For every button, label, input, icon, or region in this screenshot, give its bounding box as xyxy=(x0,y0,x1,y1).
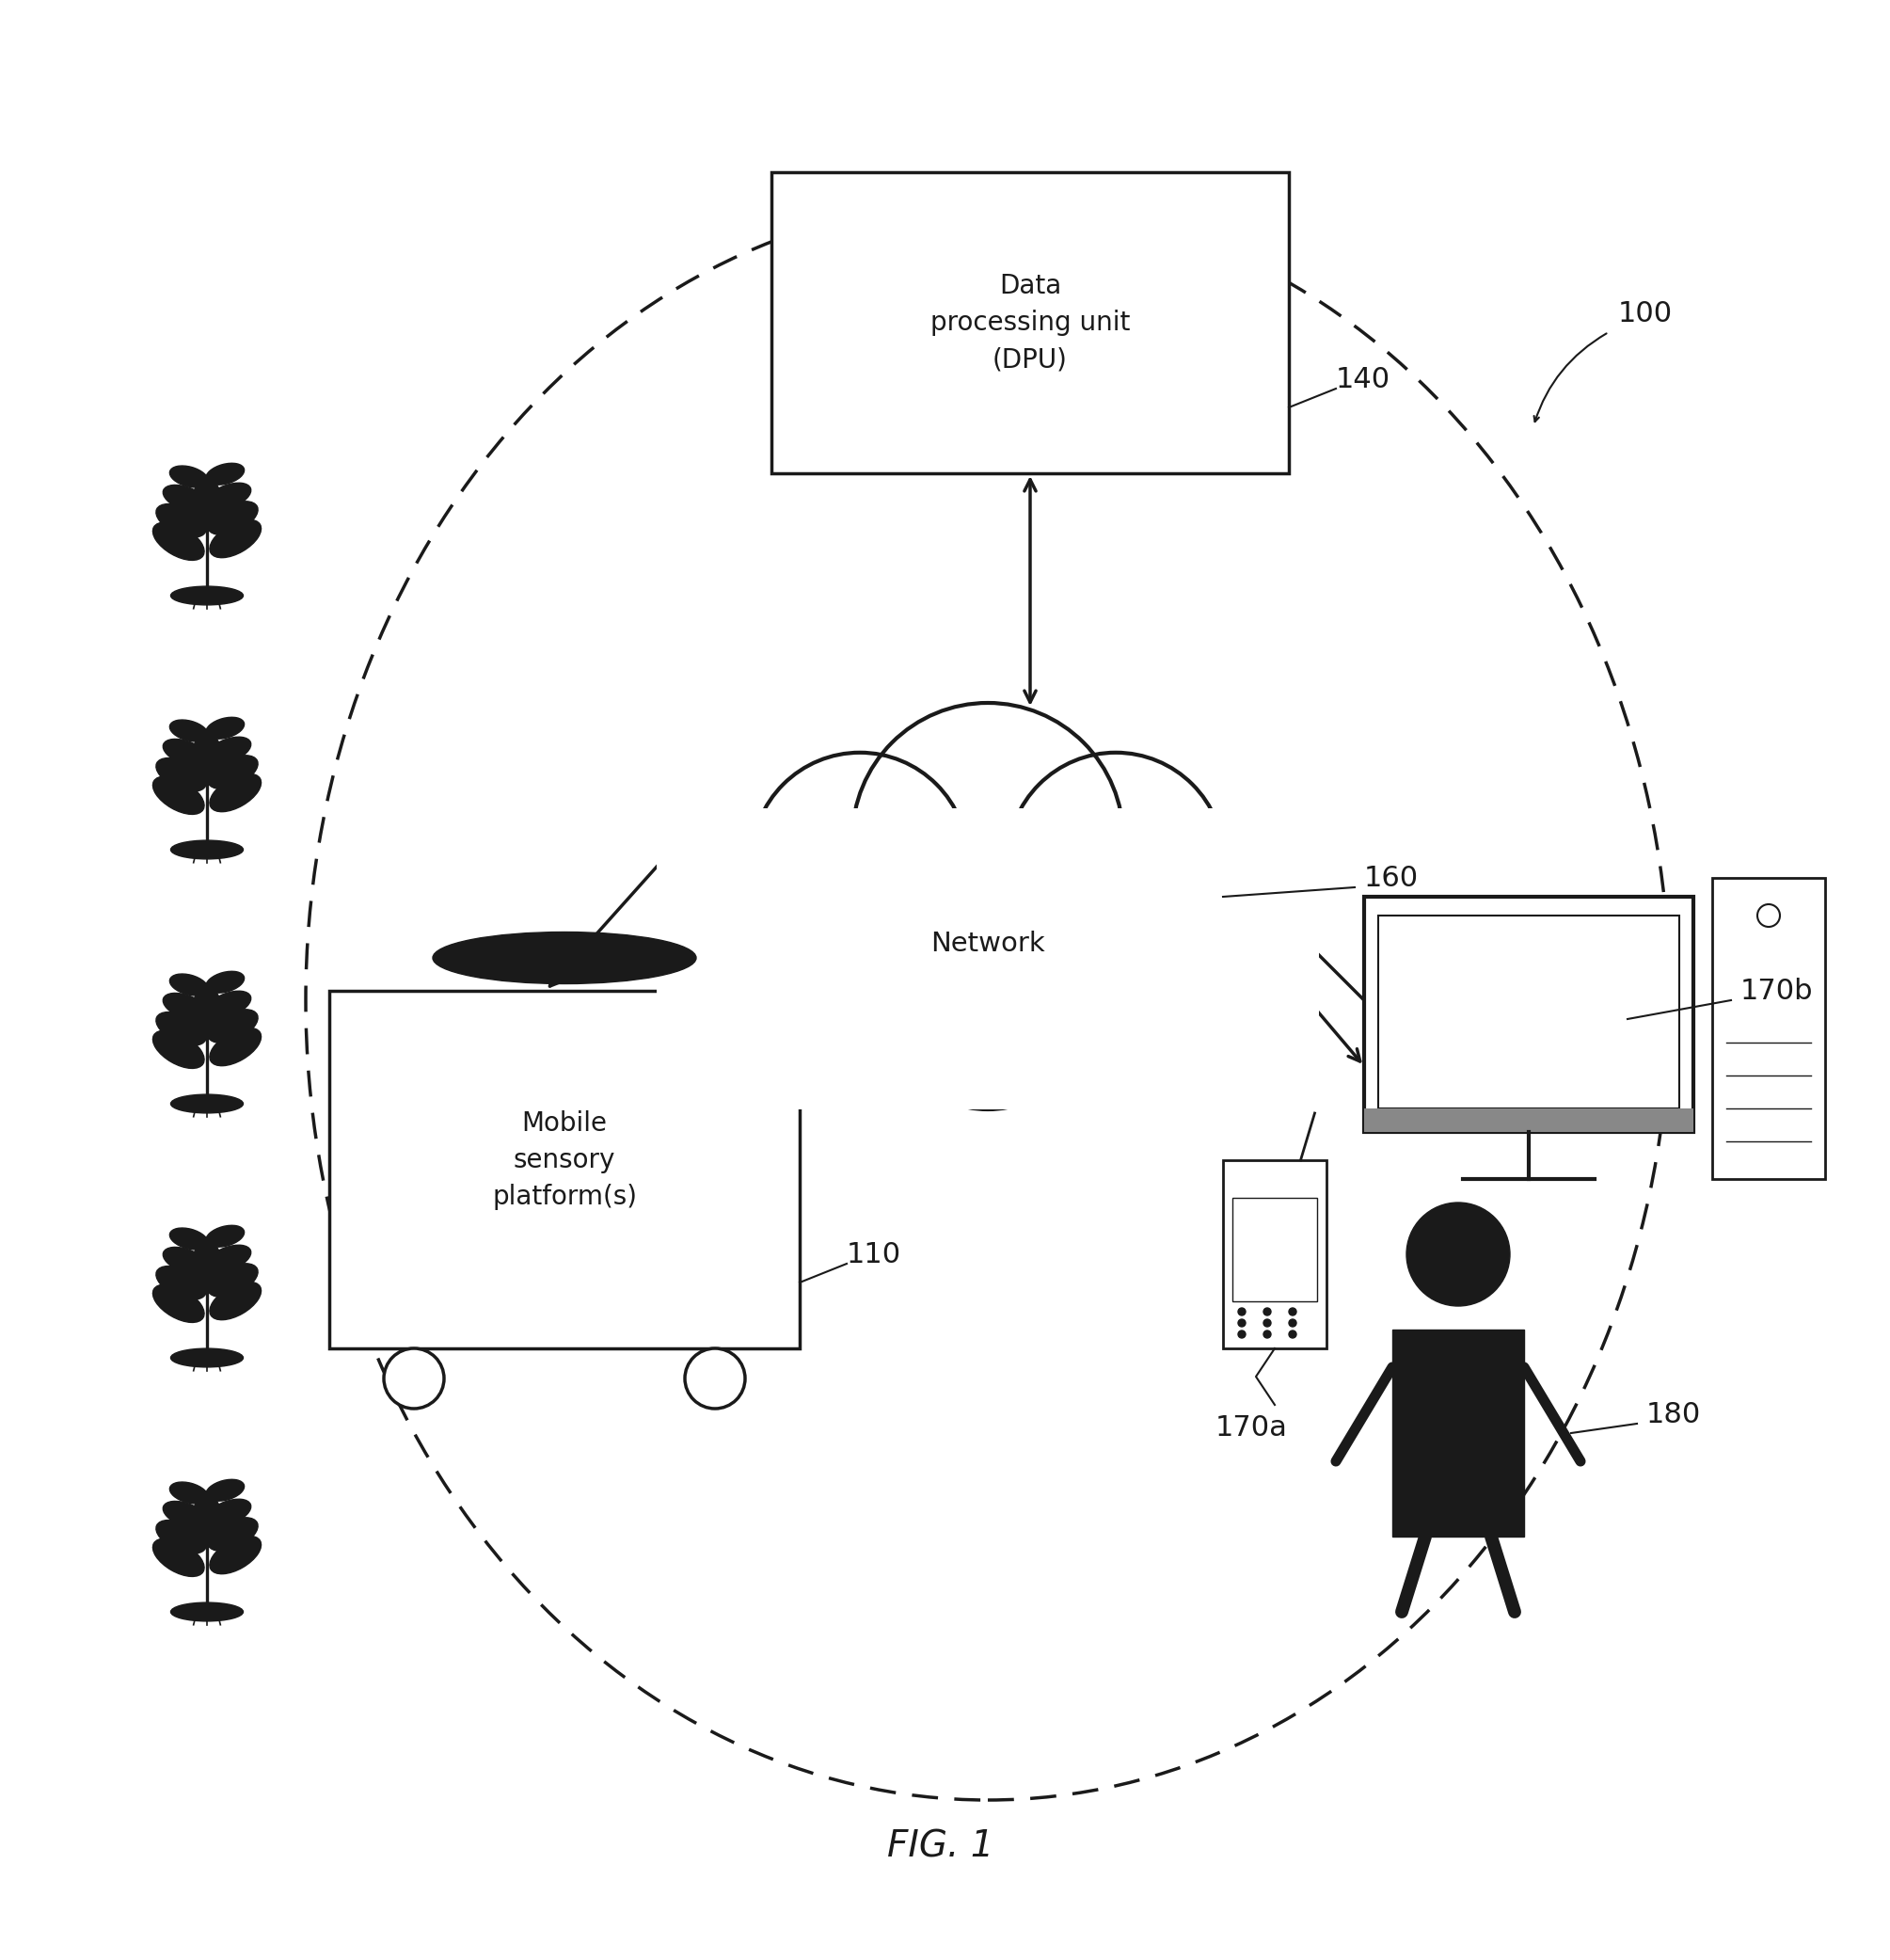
Circle shape xyxy=(384,1348,444,1409)
Ellipse shape xyxy=(153,1539,204,1576)
Ellipse shape xyxy=(170,466,208,488)
Ellipse shape xyxy=(206,1499,251,1525)
Ellipse shape xyxy=(163,484,208,512)
Bar xyxy=(771,172,1289,472)
Ellipse shape xyxy=(191,478,223,531)
Bar xyxy=(1365,898,1693,1133)
Ellipse shape xyxy=(153,1031,204,1068)
Ellipse shape xyxy=(153,1284,204,1323)
Ellipse shape xyxy=(210,519,261,559)
Text: Data
processing unit
(DPU): Data processing unit (DPU) xyxy=(930,272,1130,372)
Polygon shape xyxy=(1393,1329,1523,1537)
Ellipse shape xyxy=(206,1225,244,1247)
Ellipse shape xyxy=(170,1482,208,1503)
Text: 180: 180 xyxy=(1646,1401,1701,1429)
Circle shape xyxy=(752,753,968,970)
Ellipse shape xyxy=(170,586,244,606)
Ellipse shape xyxy=(206,737,251,764)
Bar xyxy=(1712,878,1826,1180)
Circle shape xyxy=(1289,1331,1297,1339)
Text: 170a: 170a xyxy=(1215,1415,1287,1441)
Text: Network: Network xyxy=(930,931,1045,956)
Ellipse shape xyxy=(191,988,223,1039)
Circle shape xyxy=(1758,904,1780,927)
Circle shape xyxy=(1406,1203,1510,1305)
Circle shape xyxy=(883,898,1092,1109)
Bar xyxy=(1232,1198,1317,1301)
Ellipse shape xyxy=(208,502,257,535)
Ellipse shape xyxy=(163,1501,208,1529)
Ellipse shape xyxy=(170,974,208,996)
Bar xyxy=(329,992,799,1348)
Circle shape xyxy=(1263,1307,1270,1315)
Ellipse shape xyxy=(157,1011,206,1045)
Ellipse shape xyxy=(206,463,244,484)
Text: 170b: 170b xyxy=(1741,978,1813,1004)
Ellipse shape xyxy=(208,755,257,788)
Text: 100: 100 xyxy=(1618,300,1673,327)
Ellipse shape xyxy=(157,759,206,792)
Circle shape xyxy=(1238,1331,1246,1339)
Bar xyxy=(1223,1160,1327,1348)
Circle shape xyxy=(1026,892,1221,1086)
Circle shape xyxy=(754,892,951,1086)
Ellipse shape xyxy=(153,776,204,813)
Ellipse shape xyxy=(206,1245,251,1272)
Ellipse shape xyxy=(163,739,208,766)
Ellipse shape xyxy=(206,992,251,1017)
Ellipse shape xyxy=(210,1537,261,1574)
Bar xyxy=(1378,915,1680,1109)
Ellipse shape xyxy=(170,1094,244,1113)
Text: 160: 160 xyxy=(1365,864,1419,892)
Ellipse shape xyxy=(170,841,244,858)
Circle shape xyxy=(1289,1319,1297,1327)
Ellipse shape xyxy=(210,1027,261,1066)
Circle shape xyxy=(852,704,1123,974)
Bar xyxy=(656,808,1319,1109)
Ellipse shape xyxy=(170,1603,244,1621)
Ellipse shape xyxy=(163,994,208,1019)
Ellipse shape xyxy=(191,1241,223,1294)
Ellipse shape xyxy=(153,521,204,561)
Ellipse shape xyxy=(206,1480,244,1501)
Bar xyxy=(1365,1109,1693,1133)
Ellipse shape xyxy=(157,504,206,537)
Text: FIG. 1: FIG. 1 xyxy=(888,1829,994,1866)
Ellipse shape xyxy=(433,933,696,984)
Text: 140: 140 xyxy=(1336,367,1391,392)
Ellipse shape xyxy=(191,733,223,786)
Ellipse shape xyxy=(170,1348,244,1368)
Circle shape xyxy=(1007,753,1225,970)
Ellipse shape xyxy=(157,1521,206,1554)
Ellipse shape xyxy=(210,774,261,811)
Circle shape xyxy=(1263,1319,1270,1327)
Ellipse shape xyxy=(191,1495,223,1546)
Circle shape xyxy=(1238,1319,1246,1327)
Ellipse shape xyxy=(210,1282,261,1319)
Ellipse shape xyxy=(206,972,244,994)
Ellipse shape xyxy=(157,1266,206,1299)
Circle shape xyxy=(1263,1331,1270,1339)
Ellipse shape xyxy=(206,482,251,510)
Ellipse shape xyxy=(208,1517,257,1550)
Text: Mobile
sensory
platform(s): Mobile sensory platform(s) xyxy=(491,1109,637,1209)
Ellipse shape xyxy=(170,719,208,741)
Ellipse shape xyxy=(163,1247,208,1274)
Ellipse shape xyxy=(208,1264,257,1298)
Ellipse shape xyxy=(170,1229,208,1250)
Circle shape xyxy=(1238,1307,1246,1315)
Circle shape xyxy=(1108,853,1289,1035)
Ellipse shape xyxy=(206,717,244,739)
Text: 110: 110 xyxy=(847,1241,902,1268)
Ellipse shape xyxy=(208,1009,257,1043)
Circle shape xyxy=(686,853,868,1035)
Circle shape xyxy=(1289,1307,1297,1315)
Circle shape xyxy=(684,1348,745,1409)
